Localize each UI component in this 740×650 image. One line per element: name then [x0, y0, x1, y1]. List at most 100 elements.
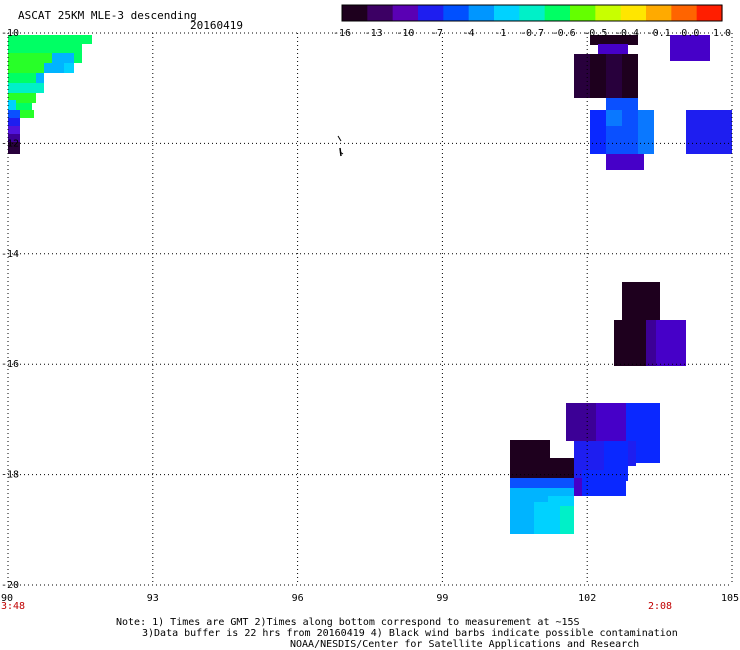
data-cell	[566, 403, 596, 441]
data-cell	[8, 134, 20, 142]
longitude-tick-label: 90	[1, 593, 13, 604]
colorbar-swatch	[595, 5, 622, 21]
colorbar-labels: -16 -13 -10 -7 -4 -1 -0.7 -0.6 -0.5 -0.4 -0.1 0.0 1.…	[333, 28, 731, 39]
colorbar-swatch	[620, 5, 647, 21]
data-cell	[590, 54, 606, 98]
data-cell	[670, 35, 710, 61]
data-cell	[8, 44, 82, 53]
colorbar-swatch	[342, 5, 368, 21]
colorbar-frame	[341, 4, 723, 22]
data-cell	[606, 126, 638, 154]
data-cell	[8, 53, 52, 63]
longitude-tick-label: 96	[292, 593, 304, 604]
wind-barb-icon	[337, 135, 344, 157]
note-line-1: Note: 1) Times are GMT 2)Times along bot…	[116, 617, 580, 628]
latitude-tick-label: -20	[1, 580, 19, 591]
data-cell	[8, 83, 44, 93]
data-cell	[646, 320, 656, 366]
latitude-tick-label: -18	[1, 470, 19, 481]
data-cell	[36, 73, 44, 83]
data-cell	[656, 320, 686, 366]
latitude-tick-label: -12	[1, 138, 19, 149]
longitude-tick-label: 102	[578, 593, 596, 604]
data-cell	[622, 110, 638, 126]
data-cell	[606, 110, 622, 126]
data-cell	[8, 63, 44, 73]
latitude-tick-label: -14	[1, 249, 19, 260]
colorbar-tick-label: -1	[494, 28, 506, 39]
colorbar-swatch	[519, 5, 546, 21]
grid-lines	[7, 32, 733, 586]
longitude-tick-label: 93	[147, 593, 159, 604]
longitude-labels: 90 93 96 99 102 105	[1, 593, 739, 604]
longitude-tick-label: 99	[436, 593, 448, 604]
colorbar-tick-label: -0.6	[552, 28, 576, 39]
colorbar-tick-label: -0.5	[583, 28, 607, 39]
colorbar-swatch	[392, 5, 419, 21]
data-cell	[638, 110, 654, 154]
data-cell	[596, 403, 626, 441]
longitude-tick-label: 105	[721, 593, 739, 604]
time-label-left: 3:48	[1, 601, 26, 612]
colorbar-tick-label: 0.0	[681, 28, 699, 39]
data-cell	[686, 110, 732, 154]
product-title: ASCAT 25KM MLE-3 descending	[18, 9, 197, 22]
data-cell	[560, 502, 574, 534]
data-cell	[582, 470, 626, 496]
data-cell	[510, 502, 534, 534]
data-cell	[550, 458, 574, 480]
data-cell	[8, 110, 20, 118]
colorbar-swatch	[418, 5, 444, 21]
note-line-2: 3)Data buffer is 22 hrs from 20160419 4)…	[142, 628, 678, 639]
data-cell	[548, 496, 574, 506]
colorbar-swatch	[367, 5, 394, 21]
data-cell	[8, 126, 20, 134]
latitude-labels: -10 -12 -14 -16 -18 -20	[1, 28, 19, 591]
data-cell	[44, 63, 64, 73]
data-cell	[8, 142, 20, 154]
colorbar-swatch	[671, 5, 698, 21]
time-label-right: 2:08	[648, 601, 673, 612]
data-cell	[510, 478, 574, 488]
data-cell	[8, 35, 92, 44]
colorbar-tick-label: -7	[431, 28, 443, 39]
data-cell	[8, 118, 20, 126]
data-cell	[614, 320, 646, 366]
data-cell	[8, 103, 32, 110]
colorbar-tick-label: -0.1	[647, 28, 671, 39]
data-cell	[606, 54, 622, 98]
data-cell	[598, 44, 628, 54]
colorbar-tick-label: -0.7	[520, 28, 544, 39]
colorbar-tick-label: 1.0	[713, 28, 731, 39]
colorbar-tick-label: -16	[333, 28, 351, 39]
colorbar-swatch	[494, 5, 520, 21]
data-cell	[52, 53, 74, 63]
colorbar	[341, 4, 723, 22]
colorbar-tick-label: -4	[463, 28, 475, 39]
colorbar-swatch	[544, 5, 571, 21]
data-cell	[606, 98, 638, 110]
colorbar-tick-label: -10	[396, 28, 414, 39]
data-cell	[8, 73, 36, 83]
data-cell	[74, 53, 82, 63]
data-cell	[574, 54, 590, 98]
colorbar-tick-label: -13	[365, 28, 383, 39]
data-cell	[534, 502, 560, 534]
note-line-3: NOAA/NESDIS/Center for Satellite Applica…	[290, 639, 640, 650]
colorbar-swatch	[468, 5, 495, 21]
data-cell	[20, 110, 34, 118]
colorbar-swatch	[696, 5, 723, 21]
data-cell	[628, 441, 636, 466]
data-cell	[622, 282, 660, 320]
data-cell	[64, 63, 74, 73]
colorbar-swatch	[570, 5, 596, 21]
latitude-tick-label: -16	[1, 359, 19, 370]
data-cells	[8, 35, 732, 534]
product-date: 20160419	[190, 19, 243, 32]
latitude-tick-label: -10	[1, 28, 19, 39]
data-cell	[606, 154, 644, 170]
data-cell	[8, 93, 36, 103]
data-cell	[590, 35, 638, 45]
data-cell	[622, 54, 638, 98]
